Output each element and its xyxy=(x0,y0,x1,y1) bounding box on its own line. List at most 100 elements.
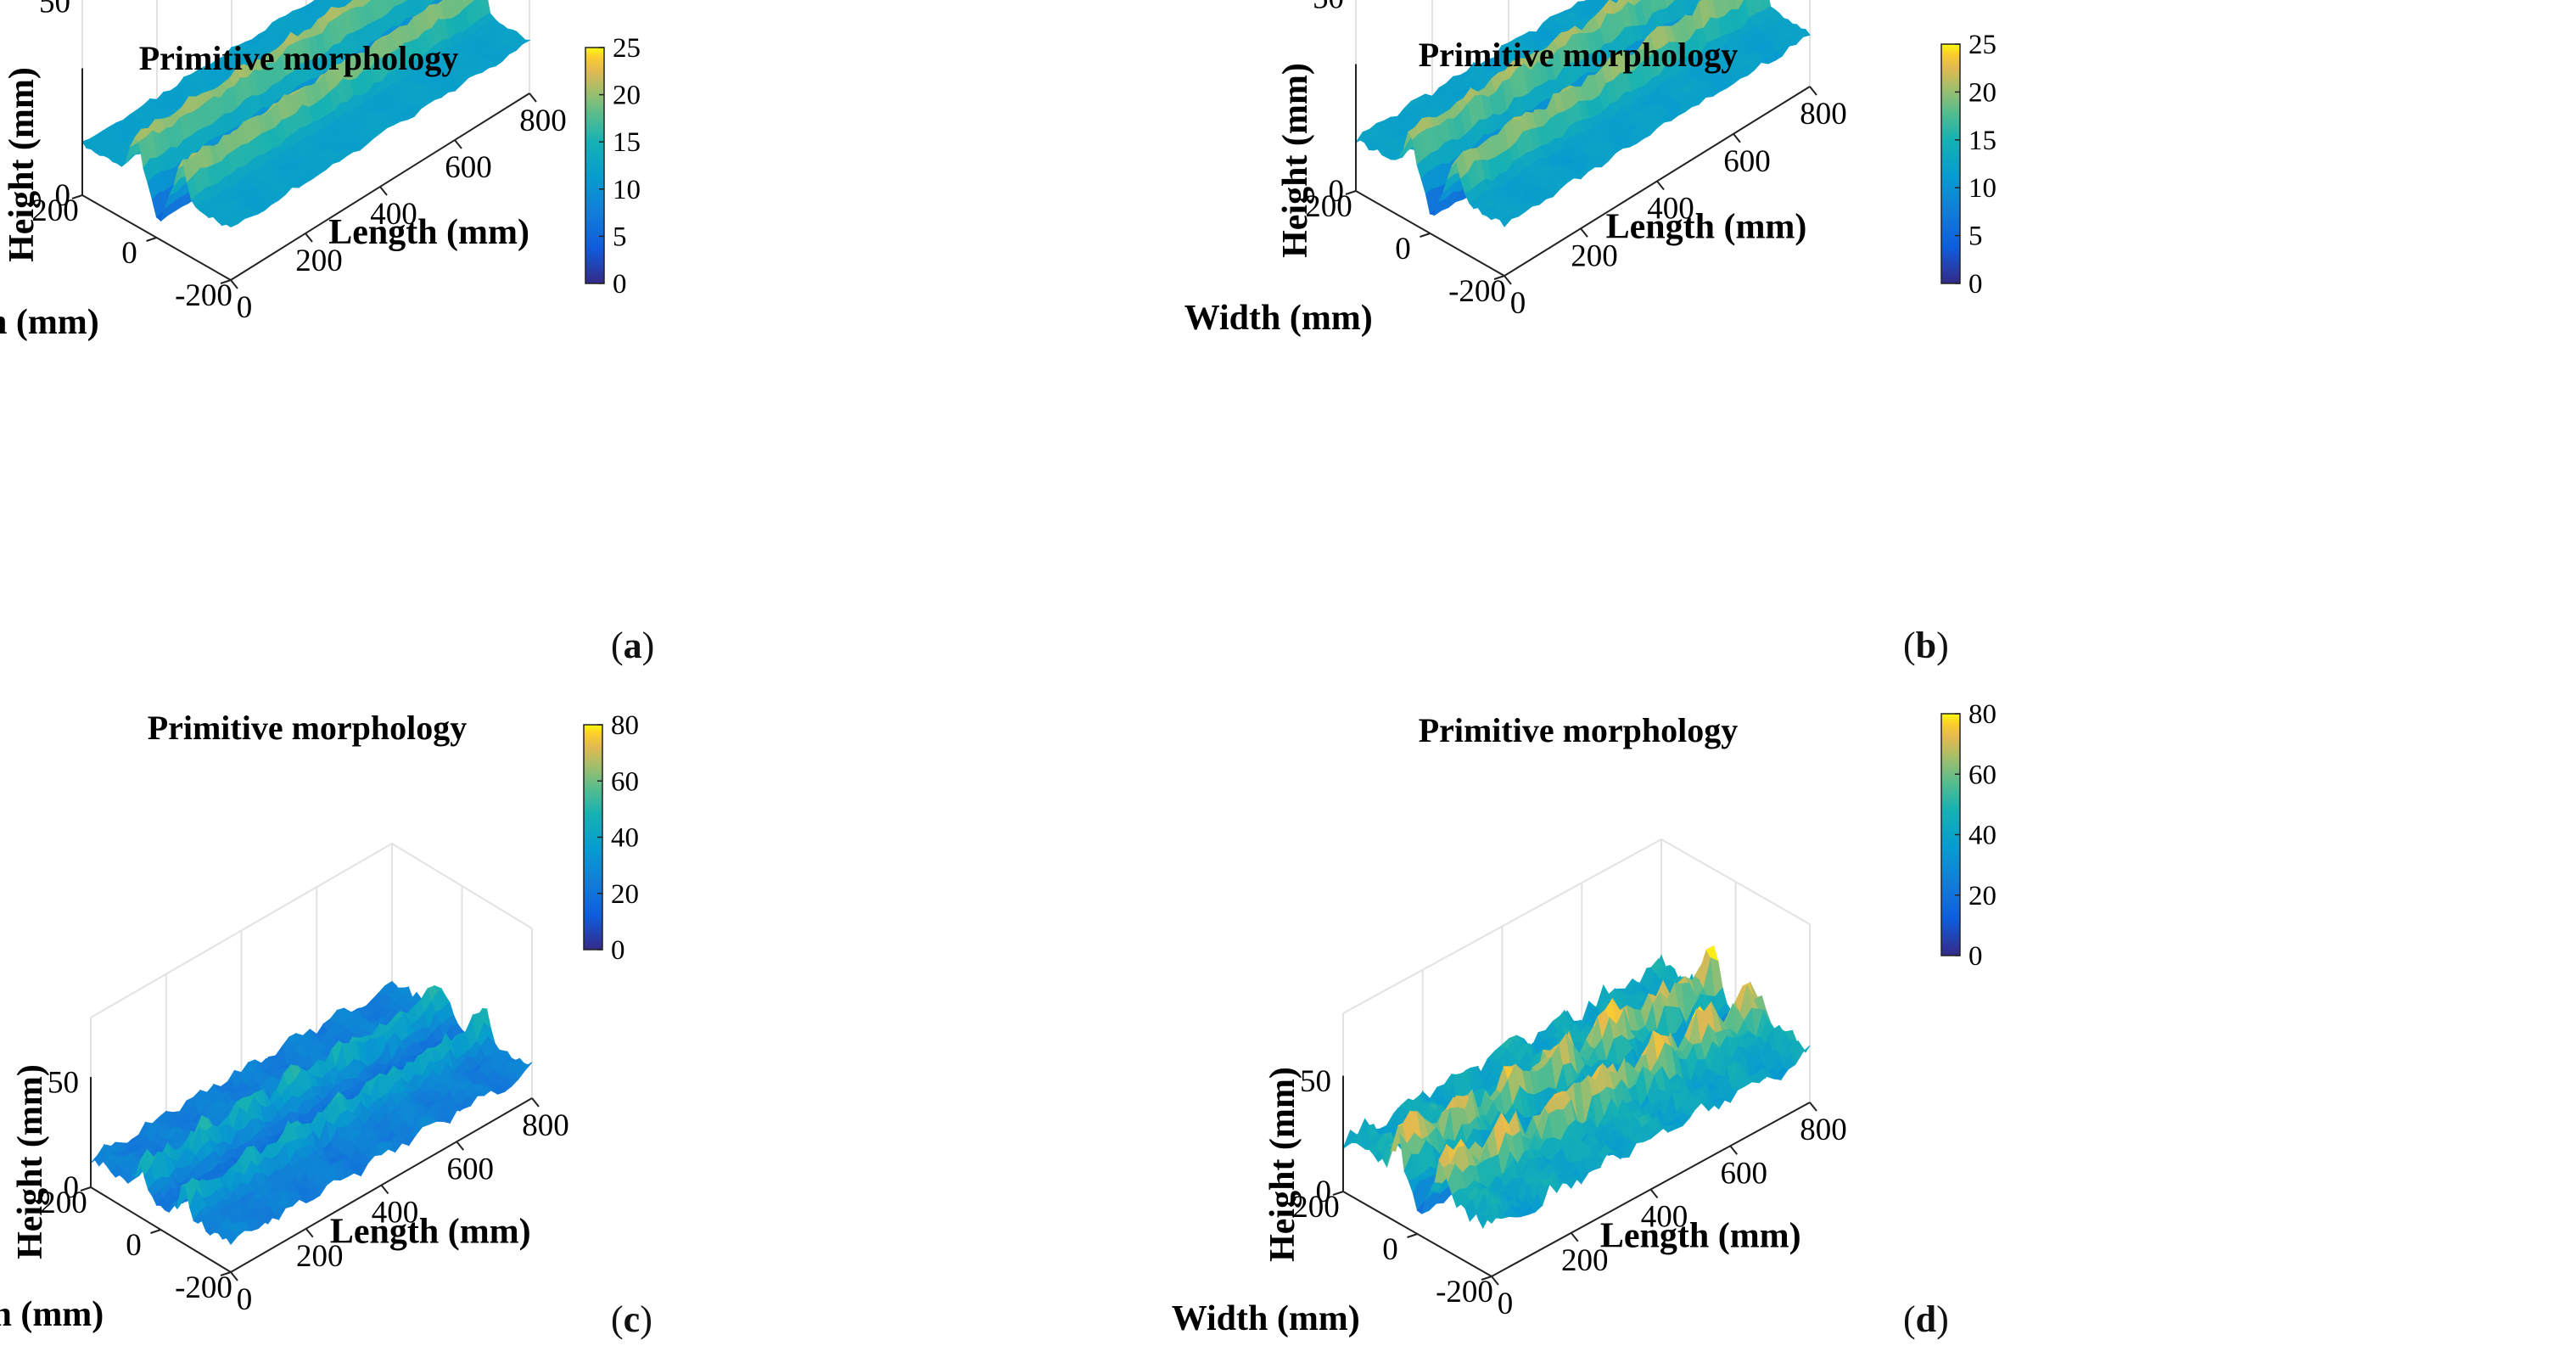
x-tick-label: 400 xyxy=(372,1196,419,1231)
x-tick-label: 400 xyxy=(370,197,417,232)
x-tick-mark xyxy=(1733,133,1741,143)
colorbar-tick-label: 15 xyxy=(613,127,641,158)
x-tick-mark xyxy=(531,1097,540,1107)
x-axis-label: Length (mm) xyxy=(328,213,529,252)
colorbar-tick-label: 0 xyxy=(611,935,625,966)
caption-letter: a xyxy=(623,625,642,666)
y-tick-mark xyxy=(80,1186,92,1192)
y-tick-label: 0 xyxy=(126,1228,142,1263)
surface-cell xyxy=(1584,0,1593,4)
y-tick-label: -200 xyxy=(1448,274,1506,309)
y-tick-mark xyxy=(1420,233,1431,238)
y-tick-mark xyxy=(220,279,232,284)
x-tick-mark xyxy=(529,93,537,103)
panel-d: 0 200 400 600 800 -200 0 200 0 50 Length (mm) Width… xyxy=(1172,678,2576,1356)
y-tick-mark xyxy=(1493,275,1505,280)
caption-c: (c) xyxy=(611,1298,652,1340)
caption-b: (b) xyxy=(1903,625,1949,666)
x-tick-mark xyxy=(380,1184,389,1195)
x-tick-mark xyxy=(230,279,238,289)
y-axis-label: Width (mm) xyxy=(0,303,99,342)
y-tick-label: -200 xyxy=(175,1270,232,1305)
surface-cell xyxy=(520,1062,533,1071)
colorbar-gradient xyxy=(585,47,605,284)
colorbar-tick-label: 60 xyxy=(611,766,639,797)
chart-title: Primitive morphology xyxy=(139,39,459,77)
y-tick-label: 200 xyxy=(1305,189,1352,224)
x-tick-label: 600 xyxy=(447,1152,495,1186)
surface xyxy=(81,0,531,227)
y-tick-mark xyxy=(71,194,83,199)
x-tick-mark xyxy=(1656,180,1665,191)
y-tick-label: 200 xyxy=(31,193,79,228)
x-tick-label: 600 xyxy=(445,150,492,185)
x-tick-mark xyxy=(1504,275,1512,285)
y-tick-label: -200 xyxy=(175,278,232,313)
y-tick-mark xyxy=(150,1229,161,1234)
caption-letter: b xyxy=(1915,625,1937,666)
colorbar-tick-label: 80 xyxy=(611,710,639,741)
x-tick-label: 800 xyxy=(519,104,567,138)
colorbar-tick-label: 20 xyxy=(611,879,639,910)
z-axis-label: Height (mm) xyxy=(1276,63,1315,258)
surface-cell xyxy=(1499,217,1513,227)
y-tick-mark xyxy=(1345,190,1357,195)
x-tick-label: 800 xyxy=(1800,97,1847,132)
x-tick-label: 200 xyxy=(1571,238,1618,273)
colorbar-tick-label: 5 xyxy=(1968,221,1983,252)
y-tick-mark xyxy=(146,237,157,242)
surface xyxy=(90,980,533,1246)
x-tick-mark xyxy=(305,233,313,243)
x-tick-mark xyxy=(1580,227,1588,238)
z-tick-label: 0 xyxy=(1329,174,1345,209)
x-axis-label: Length (mm) xyxy=(1606,207,1807,246)
colorbar-gradient xyxy=(1940,43,1961,284)
caption-a: (a) xyxy=(611,625,655,666)
z-tick-label: 0 xyxy=(64,1170,80,1205)
colorbar-tick-label: 25 xyxy=(613,33,641,64)
x-tick-mark xyxy=(230,1271,238,1281)
x-tick-mark xyxy=(379,186,388,196)
y-axis-label: Width (mm) xyxy=(1184,299,1373,338)
surface-cell xyxy=(1588,0,1599,7)
x-axis-label: Length (mm) xyxy=(330,1212,531,1251)
colorbar-tick-label: 10 xyxy=(613,175,641,205)
x-tick-mark xyxy=(454,139,462,149)
x-tick-label: 0 xyxy=(237,290,253,325)
chart-title: Primitive morphology xyxy=(1419,36,1739,74)
caption-letter: c xyxy=(623,1298,641,1340)
y-axis-label: Width (mm) xyxy=(0,1295,104,1334)
colorbar-tick-label: 5 xyxy=(613,221,627,252)
x-tick-mark xyxy=(456,1141,465,1151)
x-tick-mark xyxy=(305,1228,314,1238)
colorbar-tick-label: 15 xyxy=(1968,126,1996,156)
x-tick-label: 200 xyxy=(296,1239,344,1274)
chart-title: Primitive morphology xyxy=(148,709,468,747)
colorbar-tick-label: 40 xyxy=(611,823,639,854)
surface-cell xyxy=(1797,28,1811,39)
z-tick-label: 50 xyxy=(1313,0,1344,15)
x-tick-label: 800 xyxy=(522,1108,569,1143)
z-tick-label: 0 xyxy=(55,178,71,213)
surface xyxy=(1355,0,1811,227)
surface-cell xyxy=(517,39,531,45)
x-tick-label: 0 xyxy=(1510,286,1526,321)
colorbar-tick-label: 0 xyxy=(1968,269,1983,300)
y-tick-label: 0 xyxy=(1395,232,1411,266)
z-tick-label: 50 xyxy=(39,0,70,20)
z-axis-label: Height (mm) xyxy=(11,1064,50,1259)
x-tick-mark xyxy=(1809,86,1817,96)
surface-cell xyxy=(328,0,338,3)
colorbar-tick-label: 20 xyxy=(1968,77,1996,108)
colorbar-tick-label: 20 xyxy=(613,81,641,111)
surface-cell xyxy=(442,0,445,2)
